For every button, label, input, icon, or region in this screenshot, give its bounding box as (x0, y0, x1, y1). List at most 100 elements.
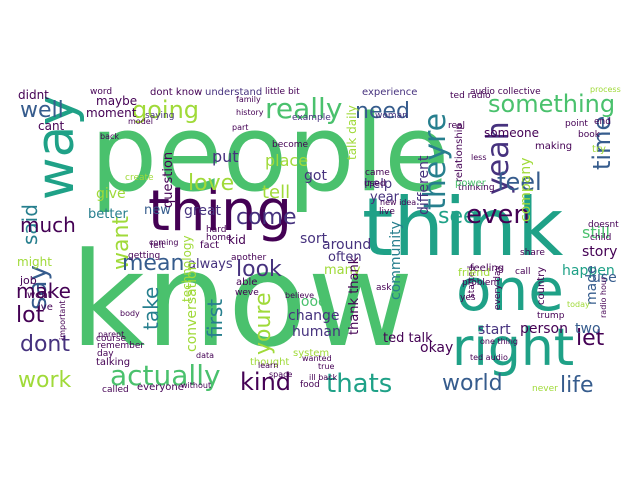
cloud-word: process (590, 85, 621, 94)
cloud-word: history (236, 108, 264, 117)
cloud-word: came (365, 168, 390, 178)
cloud-word: really (265, 92, 342, 125)
cloud-word: talk daily (345, 105, 359, 160)
cloud-word: true (318, 362, 334, 371)
cloud-word: called (102, 385, 129, 395)
cloud-word: something (488, 90, 615, 118)
cloud-word: become (272, 140, 308, 150)
cloud-word: new (144, 203, 171, 218)
cloud-word: look (236, 257, 282, 282)
cloud-word: place (265, 151, 308, 170)
cloud-word: tell (262, 182, 290, 203)
cloud-word: love (188, 171, 234, 196)
cloud-word: model (128, 117, 153, 126)
cloud-word: use (592, 270, 617, 286)
cloud-word: call (515, 267, 530, 277)
cloud-word: made (584, 265, 600, 305)
cloud-word: many (324, 263, 361, 278)
cloud-word: important (58, 300, 67, 340)
cloud-word: never (532, 384, 558, 394)
cloud-word: give (96, 186, 126, 202)
cloud-word: conversation (184, 262, 200, 352)
cloud-word: thats (326, 369, 392, 399)
cloud-word: work (18, 368, 71, 393)
cloud-word: ive (38, 302, 53, 313)
cloud-word: said (18, 204, 42, 245)
cloud-word: around (322, 237, 371, 253)
cloud-word: kid (228, 233, 246, 247)
cloud-word: ask (376, 283, 392, 293)
cloud-word: better (88, 207, 128, 222)
cloud-word: theyre (418, 113, 453, 210)
cloud-word: remember (97, 341, 144, 351)
cloud-word: data (196, 351, 214, 360)
cloud-word: hard (206, 225, 226, 235)
cloud-word: much (20, 213, 76, 237)
cloud-word: wanted (302, 354, 332, 363)
cloud-word: coming (149, 238, 178, 247)
cloud-word: audio collective (470, 87, 541, 97)
cloud-word: change (288, 308, 340, 324)
cloud-word: human (292, 324, 341, 340)
cloud-word: understand (205, 87, 262, 98)
cloud-word: yes (460, 293, 476, 303)
cloud-word: one (456, 256, 564, 324)
cloud-word: less (471, 153, 486, 162)
cloud-word: able (236, 277, 257, 288)
cloud-word: always (188, 257, 233, 272)
cloud-word: doesnt (588, 220, 619, 230)
cloud-word: feel (497, 168, 542, 196)
cloud-word: talking (96, 357, 130, 368)
cloud-word: body (120, 309, 140, 318)
cloud-word: space (269, 370, 293, 379)
cloud-word: thing (148, 179, 292, 244)
cloud-word: way (26, 95, 86, 200)
cloud-word: thinking (458, 183, 495, 193)
cloud-word: say (23, 265, 53, 310)
cloud-word: woman (375, 111, 408, 121)
cloud-word: create (125, 173, 154, 183)
cloud-word: home (206, 233, 232, 243)
cloud-word: country (536, 267, 547, 305)
cloud-word: want (109, 216, 134, 270)
cloud-word: think (362, 181, 564, 274)
cloud-word: course (96, 334, 127, 344)
cloud-word: system (293, 348, 329, 359)
cloud-word: end (594, 117, 611, 127)
cloud-word: take (139, 287, 163, 330)
cloud-word: moment (86, 106, 137, 120)
cloud-word: actually (110, 359, 221, 392)
cloud-word: still (582, 223, 610, 242)
cloud-word: child (590, 233, 611, 243)
cloud-word: another (231, 253, 266, 263)
cloud-word: ill back (309, 373, 338, 382)
cloud-word: time (588, 116, 616, 170)
cloud-word: different (416, 155, 432, 215)
cloud-word: saying (145, 111, 174, 121)
cloud-word: even (466, 200, 530, 230)
cloud-word: thought (250, 357, 289, 368)
cloud-word: life (560, 373, 594, 398)
cloud-word: job (19, 274, 37, 287)
cloud-word: started (467, 266, 477, 298)
cloud-word: radio hour (599, 276, 608, 318)
cloud-word: youre (251, 292, 276, 355)
cloud-word: company (518, 157, 534, 222)
cloud-word: kind (240, 368, 291, 396)
cloud-word: one thing (480, 337, 518, 346)
cloud-word: used (364, 179, 386, 189)
cloud-word: live (379, 207, 395, 217)
cloud-word: ted radio (450, 91, 491, 101)
cloud-word: make (16, 279, 71, 303)
cloud-word: ted talk (383, 331, 433, 346)
cloud-word: point (565, 119, 588, 129)
cloud-word: trump (537, 311, 565, 321)
cloud-word: mean (122, 251, 184, 276)
cloud-word: learn (258, 361, 278, 370)
cloud-word: believe (285, 291, 314, 300)
cloud-word: person (520, 321, 568, 337)
cloud-word: family (236, 95, 261, 104)
cloud-word: problem (462, 278, 499, 288)
